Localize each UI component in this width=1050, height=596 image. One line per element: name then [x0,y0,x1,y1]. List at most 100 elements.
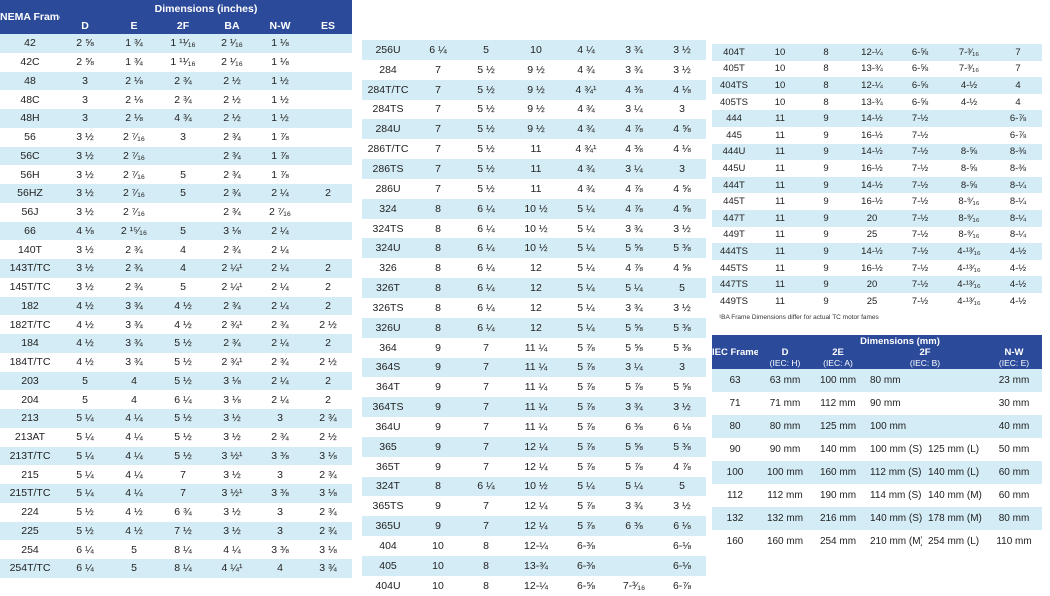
column-name: D [781,347,789,358]
dimension-cell: 3 [256,521,304,541]
dimension-cell: 25 [848,292,896,310]
frame-cell: 56HZ [0,184,60,203]
dimension-cell: 7 [462,397,510,418]
dimension-cell: 7 [414,99,462,120]
frame-cell: 48 [0,71,60,91]
dimension-cell: 2 ¼¹ [208,259,256,278]
dimension-cell: 2 ¼¹ [208,277,256,297]
dimension-cell: 5 ½ [462,139,510,160]
dimension-cell: 4 ½ [110,502,158,522]
dimension-cell: 7-½ [896,143,944,161]
column-name: 2F [919,347,931,358]
dimension-cell: 4 [994,77,1042,94]
dimension-cell: 16-½ [848,126,896,144]
dimension-cell: 10 [756,93,804,111]
dimension-cell: 210 mm (M) [864,530,922,553]
dimension-cell [610,555,658,576]
dimension-cell: 60 mm [986,484,1043,507]
dimension-cell: 11 ¼ [510,397,562,418]
dimension-cell: 8-⅝ [944,176,994,194]
dimension-cell: 8-¼ [994,209,1042,227]
dimension-cell: 5 ½ [158,427,208,447]
column-header: N-W [256,17,304,34]
column-header: D [60,17,110,34]
dimension-cell: 6 ¾ [158,502,208,522]
dimension-cell: 110 mm [986,530,1043,553]
dimension-cell: 2 ¾ [158,71,208,91]
dimension-cell: 2 ¹⁵⁄₁₆ [110,221,158,241]
dimension-cell: 11 [756,143,804,161]
frame-cell: 404TS [712,77,756,94]
dimension-cell: 9 [414,397,462,418]
dimension-cell: 11 [756,259,804,277]
dimension-cell: 7 [462,357,510,378]
dimension-cell: 11 ¼ [510,417,562,437]
dimension-cell: 4 ¼ [110,465,158,484]
dimension-cell: 5 [158,184,208,203]
frame-cell: 284U [362,119,414,140]
frame-cell: 445T [712,193,756,210]
dimension-cell: 4 ½ [60,334,110,353]
dimension-cell: 2 ¾ [208,240,256,259]
dimension-cell: 6 ¼ [462,218,510,239]
dimension-cell: 9 [804,110,848,127]
dimension-cell: 10 [510,40,562,60]
dimension-cell: 4-½ [944,77,994,94]
table-row: 444T 11 9 14-½ 7-½ 8-⅝ 8-¼ [712,176,1042,194]
dimension-cell: 4 ½ [60,315,110,334]
dimension-cell: 4 ½ [60,352,110,372]
frame-cell: 184T/TC [0,352,60,372]
dimension-cell: 4 ¾ [158,109,208,128]
column-iec-code: (IEC: E) [998,358,1030,368]
dimension-cell: 4 ¼¹ [208,559,256,578]
column-iec-code: (IEC: A) [823,358,853,368]
dimension-cell: 2 ¹⁄₁₆ [208,34,256,53]
dimension-cell: 8 [414,258,462,279]
dimension-cell: 6-⅞ [994,110,1042,127]
dimension-cell: 8 [414,198,462,219]
dimension-cell: 3 ⅛ [208,390,256,409]
frame-cell: 42C [0,52,60,72]
frame-cell: 324U [362,238,414,259]
dimension-cell: 3 ¾ [610,59,658,80]
dimension-cell: 7 [414,159,462,179]
dimension-cell: 6-⅝ [896,77,944,94]
dimension-cell: 5 ½ [462,178,510,199]
frame-cell: 56 [0,127,60,147]
dimension-cell: 5 ⅞ [610,456,658,477]
frame-cell: 140T [0,240,60,259]
dimension-cell: 5 ½ [462,99,510,120]
dimension-cell: 4 [158,259,208,278]
dimension-cell: 80 mm [758,415,812,438]
dimension-cell: 3 ½ [208,465,256,484]
dimension-cell: 80 mm [986,507,1043,530]
dimension-cell: 3 ½¹ [208,484,256,503]
frame-cell: 182T/TC [0,315,60,334]
dimension-cell: 11 [756,243,804,260]
dimension-cell: 8 [804,93,848,111]
frame-cell: 203 [0,371,60,391]
dimension-cell: 3 ¾ [610,496,658,517]
dimension-cell: 2 ⁷⁄₁₆ [110,165,158,184]
frame-cell: 56C [0,146,60,166]
dimension-cell: 8-¼ [994,176,1042,194]
dimension-cell [610,536,658,556]
dimension-cell: 11 [756,292,804,310]
dimension-cell: 11 ¼ [510,357,562,378]
dimension-cell: 9 ½ [510,99,562,120]
dimension-cell: 6 ¼ [414,40,462,60]
dimension-cell: 11 [756,193,804,210]
dimension-cell: 3 ½ [60,127,110,147]
dimension-cell: 5 ⅞ [562,436,610,457]
dimension-cell: 5 ⅞ [610,377,658,398]
